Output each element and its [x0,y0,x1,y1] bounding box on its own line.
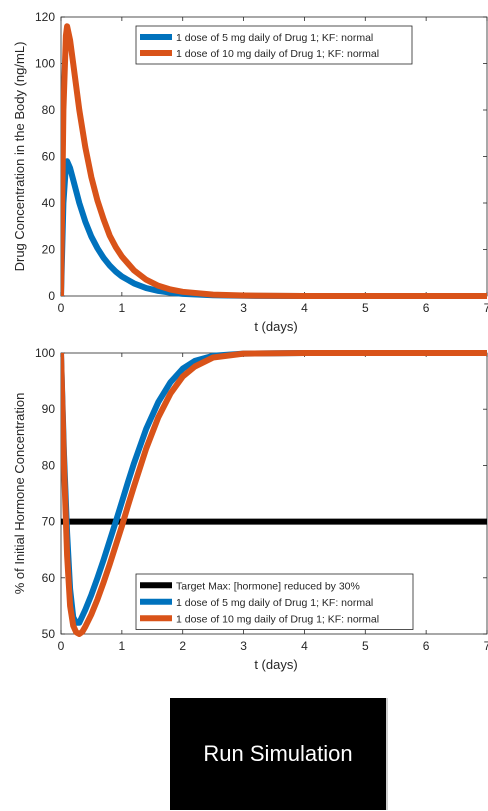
x-tick-label: 0 [58,301,65,315]
y-tick-label: 100 [35,57,55,71]
x-tick-label: 4 [301,639,308,653]
x-tick-label: 7 [484,639,488,653]
x-tick-label: 3 [240,639,247,653]
x-tick-label: 4 [301,301,308,315]
series-line-0 [61,158,487,299]
legend-entry: 1 dose of 10 mg daily of Drug 1; KF: nor… [176,48,379,60]
series-line-2 [61,350,487,637]
x-tick-label: 1 [119,639,126,653]
x-tick-label: 1 [119,301,126,315]
y-tick-label: 80 [42,458,56,472]
series-line-1 [61,23,487,299]
y-tick-label: 20 [42,243,56,257]
y-tick-label: 60 [42,571,56,585]
x-axis-label: t (days) [254,657,297,672]
y-tick-label: 100 [35,346,55,360]
legend-entry: Target Max: [hormone] reduced by 30% [176,580,360,592]
y-tick-label: 80 [42,103,56,117]
hormone-concentration-chart: 0 1 2 3 4 5 6 7 50 60 70 80 90 100 t (days) % of Initia… [12,346,488,672]
x-tick-label: 2 [179,301,186,315]
x-tick-label: 5 [362,301,369,315]
x-tick-label: 6 [423,301,430,315]
y-tick-label: 120 [35,10,55,24]
y-tick-label: 60 [42,150,56,164]
legend-entry: 1 dose of 5 mg daily of Drug 1; KF: norm… [176,32,373,44]
y-axis-label: Drug Concentration in the Body (ng/mL) [12,42,27,272]
y-axis-label: % of Initial Hormone Concentration [12,393,27,595]
y-tick-label: 40 [42,196,56,210]
x-tick-label: 3 [240,301,247,315]
y-tick-label: 90 [42,402,56,416]
x-tick-label: 2 [179,639,186,653]
run-simulation-button[interactable]: Run Simulation [170,698,388,810]
drug-concentration-chart: 0 1 2 3 4 5 6 7 0 20 40 60 80 100 120 t (days) Drug Conc… [12,10,488,334]
legend-entry: 1 dose of 5 mg daily of Drug 1; KF: norm… [176,597,373,609]
x-tick-label: 6 [423,639,430,653]
y-tick-label: 50 [42,627,56,641]
x-tick-label: 7 [484,301,488,315]
legend-entry: 1 dose of 10 mg daily of Drug 1; KF: nor… [176,613,379,625]
y-tick-label: 0 [48,289,55,303]
y-tick-label: 70 [42,515,56,529]
legend-box [135,25,413,65]
x-tick-label: 5 [362,639,369,653]
x-tick-label: 0 [58,639,65,653]
legend-box [135,573,414,630]
x-axis-label: t (days) [254,319,297,334]
